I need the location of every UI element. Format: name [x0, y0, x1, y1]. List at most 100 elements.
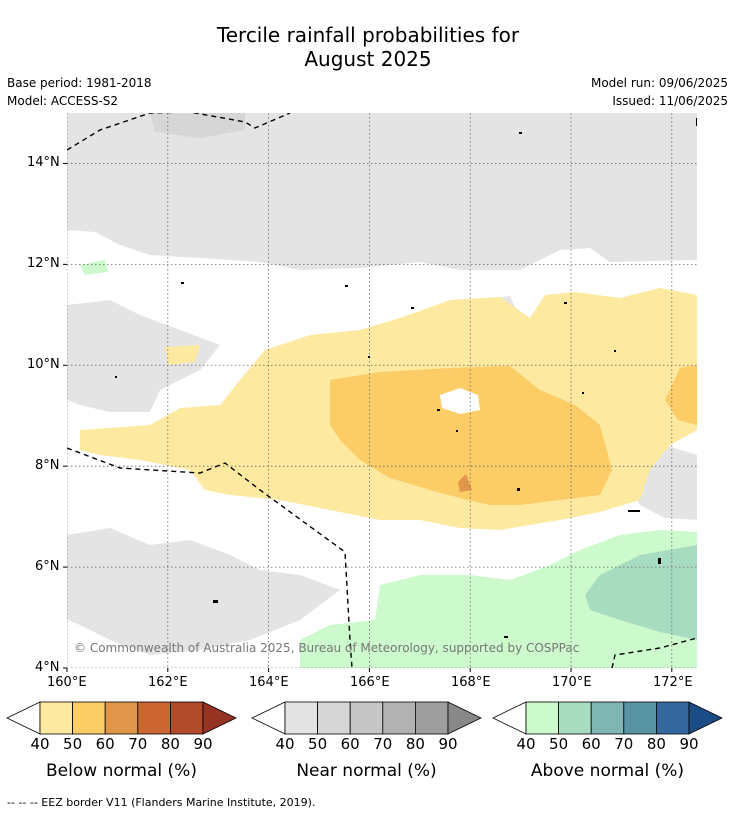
x-tick-label-168e: 168°E [451, 675, 491, 690]
below-normal-colorbar-tick-label: 90 [193, 735, 213, 753]
island-mark [517, 488, 520, 491]
near-normal-colorbar-tick-label: 60 [340, 735, 360, 753]
above-normal-colorbar-segment [590, 701, 625, 735]
below-normal-colorbar-segment [72, 701, 106, 735]
above-normal-colorbar-segment [558, 701, 592, 735]
island-mark [213, 600, 218, 603]
below-normal-colorbar-tick-label: 70 [128, 735, 148, 753]
island-mark [582, 392, 584, 394]
issued-date: Issued: 11/06/2025 [612, 94, 728, 108]
axis-ticks [63, 162, 673, 672]
model-name: Model: ACCESS-S2 [7, 94, 119, 108]
x-tick-label-164e: 164°E [249, 675, 289, 690]
near-normal-region-dark [150, 113, 245, 138]
title-line-2: August 2025 [304, 47, 432, 71]
x-tick-label-166e: 166°E [350, 675, 390, 690]
below-normal-colorbar-over-triangle [202, 701, 237, 735]
near-normal-colorbar-tick-label: 80 [405, 735, 425, 753]
above-normal-regions [80, 260, 697, 668]
island-mark [658, 558, 661, 564]
eez-borders [67, 113, 697, 668]
island-mark [456, 430, 458, 432]
model-run: Model run: 09/06/2025 [590, 76, 728, 90]
island-mark [628, 510, 640, 512]
island-mark [519, 132, 522, 134]
near-normal-colorbar-segment [284, 701, 318, 735]
above-50-region [585, 545, 697, 640]
y-tick-label-12n: 12°N [27, 256, 60, 271]
above-normal-colorbar-tick-label: 40 [516, 735, 536, 753]
island-mark [115, 376, 117, 378]
eez-border-southeast [611, 637, 697, 668]
below-40-patch-west [165, 345, 200, 365]
island-mark [181, 282, 184, 284]
near-normal-colorbar-tick-label: 70 [373, 735, 393, 753]
x-tick-label-160e: 160°E [47, 675, 87, 690]
island-mark [696, 118, 697, 126]
above-normal-colorbar-tick-label: 90 [679, 735, 699, 753]
near-normal-region-south [67, 528, 340, 655]
below-normal-colorbar-segment [169, 701, 204, 735]
x-tick-label-170e: 170°E [552, 675, 592, 690]
above-normal-colorbar-over-triangle [688, 701, 723, 735]
above-normal-colorbar-segment [656, 701, 690, 735]
near-normal-colorbar-segment [382, 701, 416, 735]
above-normal-colorbar-tick-label: 80 [646, 735, 666, 753]
y-tick-label-4n: 4°N [35, 660, 60, 675]
above-40-patch-west [80, 260, 108, 275]
island-mark [504, 636, 508, 638]
x-tick-label-172e: 172°E [653, 675, 693, 690]
copyright-notice: © Commonwealth of Australia 2025, Bureau… [74, 641, 580, 655]
island-mark [345, 285, 348, 287]
near-normal-colorbar-tick-label: 50 [308, 735, 328, 753]
colorbars [6, 701, 723, 735]
below-50-region [330, 366, 612, 505]
near-normal-colorbar-segment [414, 701, 449, 735]
eez-border-north [67, 113, 291, 151]
y-tick-label-6n: 6°N [35, 559, 60, 574]
near-normal-colorbar-over-triangle [447, 701, 482, 735]
grid-lines [67, 113, 697, 668]
below-normal-colorbar-segment [104, 701, 139, 735]
below-normal-colorbar-under-triangle [6, 701, 41, 735]
near-normal-colorbar-tick-label: 40 [275, 735, 295, 753]
title-line-1: Tercile rainfall probabilities for [216, 23, 520, 47]
below-normal-colorbar-segment [39, 701, 73, 735]
x-tick-label-162e: 162°E [148, 675, 188, 690]
below-normal-colorbar-tick-label: 40 [30, 735, 50, 753]
below-normal-colorbar-caption: Below normal (%) [46, 761, 197, 781]
near-normal-colorbar-caption: Near normal (%) [296, 761, 437, 781]
below-50-patch-east [665, 365, 697, 425]
above-40-region [300, 530, 697, 668]
y-tick-label-10n: 10°N [27, 357, 60, 372]
above-normal-colorbar-caption: Above normal (%) [530, 761, 685, 781]
above-normal-colorbar-tick-label: 70 [614, 735, 634, 753]
near-normal-colorbar-under-triangle [251, 701, 286, 735]
below-normal-colorbar-tick-label: 60 [95, 735, 115, 753]
above-normal-colorbar-under-triangle [492, 701, 527, 735]
below-60-patch [458, 474, 472, 492]
y-tick-label-8n: 8°N [35, 458, 60, 473]
y-tick-label-14n: 14°N [27, 155, 60, 170]
island-mark [564, 302, 567, 304]
eez-border-footnote: -- -- -- EEZ border V11 (Flanders Marine… [7, 796, 316, 809]
base-period: Base period: 1981-2018 [7, 76, 152, 90]
above-normal-colorbar-segment [623, 701, 657, 735]
above-normal-colorbar-tick-label: 60 [581, 735, 601, 753]
near-normal-colorbar-segment [349, 701, 384, 735]
above-normal-colorbar-tick-label: 50 [549, 735, 569, 753]
island-mark [368, 356, 370, 358]
near-normal-region-west [67, 300, 220, 412]
island-marks [115, 118, 697, 638]
below-normal-colorbar-segment [137, 701, 171, 735]
above-normal-colorbar-segment [525, 701, 559, 735]
island-mark [437, 409, 440, 411]
near-normal-colorbar-segment [317, 701, 351, 735]
near-normal-region-north [67, 113, 697, 270]
near-normal-colorbar-tick-label: 90 [438, 735, 458, 753]
island-mark [614, 350, 616, 352]
below-normal-colorbar-tick-label: 80 [160, 735, 180, 753]
below-normal-colorbar-tick-label: 50 [63, 735, 83, 753]
island-mark [411, 307, 414, 309]
